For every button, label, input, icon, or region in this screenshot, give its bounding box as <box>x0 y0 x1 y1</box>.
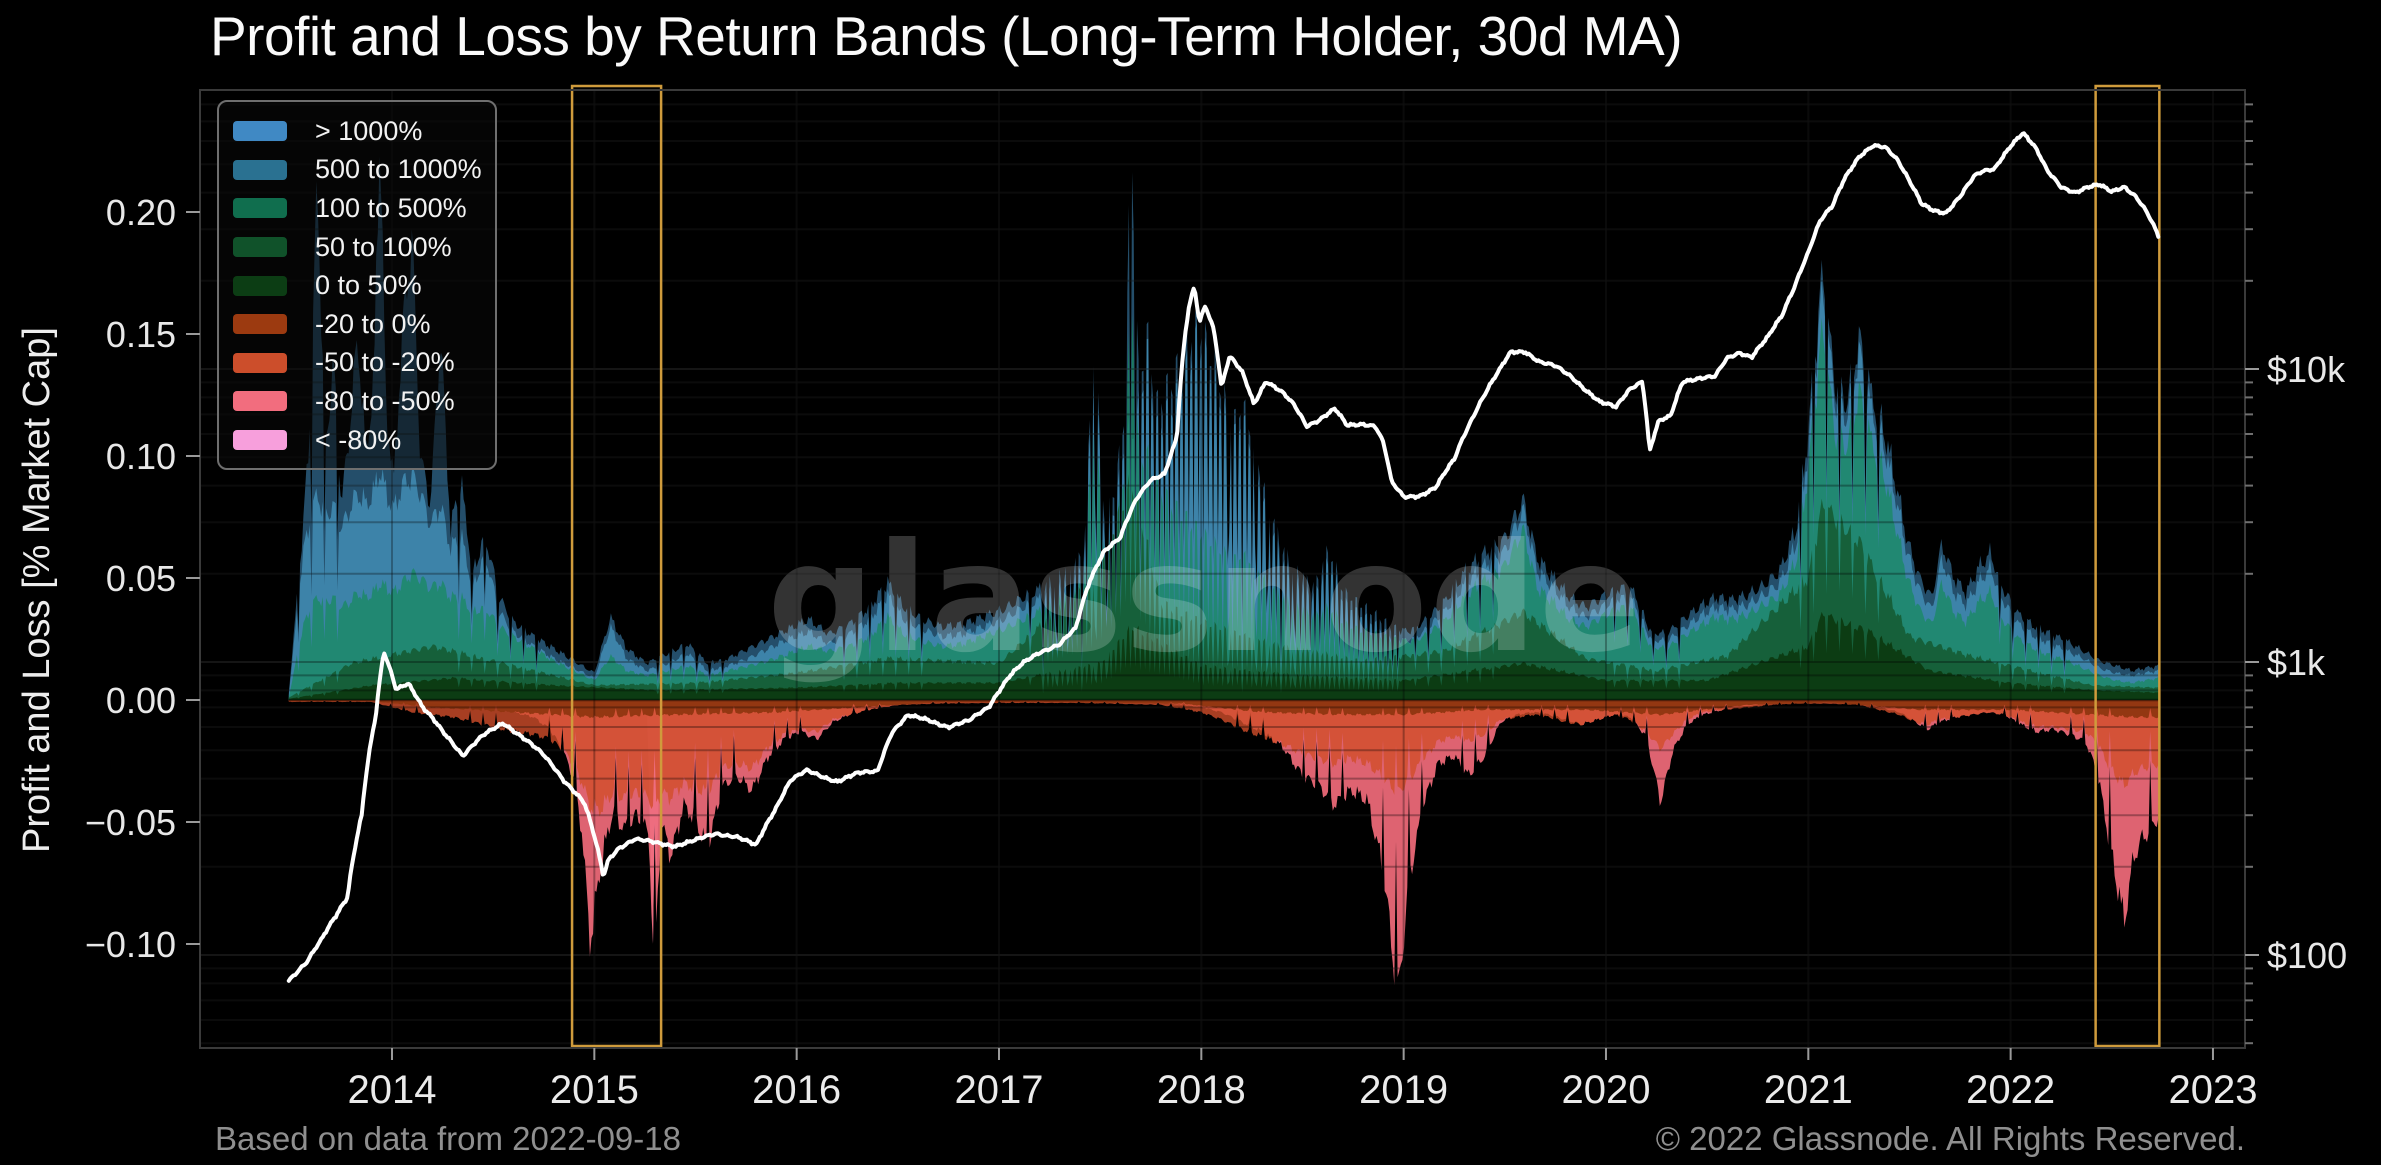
x-axis-label: 2014 <box>348 1068 437 1112</box>
legend-item-6[interactable]: -20 to 0% <box>233 305 495 344</box>
x-axis-label: 2017 <box>954 1068 1043 1112</box>
x-axis-label: 2019 <box>1359 1068 1448 1112</box>
left-axis-label: −0.10 <box>85 924 176 965</box>
legend-swatch <box>233 121 287 142</box>
x-axis-label: 2015 <box>550 1068 639 1112</box>
legend-swatch <box>233 237 287 258</box>
data-date-note: Based on data from 2022-09-18 <box>215 1120 681 1157</box>
legend-swatch <box>233 391 287 412</box>
copyright-note: © 2022 Glassnode. All Rights Reserved. <box>1655 1120 2245 1157</box>
left-axis-label: −0.05 <box>85 802 176 843</box>
legend-label: 500 to 1000% <box>315 154 482 185</box>
legend-swatch <box>233 198 287 219</box>
legend-label: < -80% <box>315 424 402 455</box>
x-axis-label: 2021 <box>1764 1068 1853 1112</box>
legend-label: -50 to -20% <box>315 347 455 378</box>
y-axis-title: Profit and Loss [% Market Cap] <box>16 327 58 853</box>
left-axis-label: 0.15 <box>106 314 176 355</box>
gridlines-under <box>200 90 2245 1048</box>
pnl-band-m20-0 <box>288 700 2160 719</box>
x-axis-label: 2022 <box>1966 1068 2055 1112</box>
highlight-box-2 <box>2094 84 2161 1048</box>
right-axis-label: $10k <box>2267 349 2346 390</box>
legend-item-1[interactable]: > 1000% <box>233 112 495 151</box>
legend-item-7[interactable]: -50 to -20% <box>233 344 495 383</box>
left-axis-label: 0.20 <box>106 192 176 233</box>
legend-label: -20 to 0% <box>315 308 431 339</box>
legend-item-8[interactable]: -80 to -50% <box>233 382 495 421</box>
right-axis-label: $1k <box>2267 642 2326 683</box>
legend-item-5[interactable]: 0 to 50% <box>233 266 495 305</box>
legend-item-4[interactable]: 50 to 100% <box>233 228 495 267</box>
price-line <box>286 131 2161 983</box>
plot-border <box>199 89 2246 1049</box>
left-axis-label: 0.05 <box>106 558 176 599</box>
pnl-band-50-100 <box>288 474 2160 700</box>
pnl-bands <box>288 156 2160 986</box>
legend-label: -80 to -50% <box>315 385 455 416</box>
legend-swatch <box>233 159 287 180</box>
legend-label: 0 to 50% <box>315 270 422 301</box>
legend-swatch <box>233 314 287 335</box>
legend-label: > 1000% <box>315 115 423 146</box>
legend-label: 50 to 100% <box>315 231 452 262</box>
pnl-band-gt1000 <box>288 156 2160 701</box>
legend-item-9[interactable]: < -80% <box>233 421 495 460</box>
highlight-box-1 <box>570 84 663 1048</box>
legend-swatch <box>233 430 287 451</box>
legend-item-3[interactable]: 100 to 500% <box>233 189 495 228</box>
right-axis-label: $100 <box>2267 935 2347 976</box>
x-axis-label: 2016 <box>752 1068 841 1112</box>
pnl-band-500-1000 <box>288 277 2160 700</box>
legend: > 1000% 500 to 1000% 100 to 500% 50 to 100%… <box>217 100 497 470</box>
x-axis-label: 2018 <box>1157 1068 1246 1112</box>
x-axis-label: 2020 <box>1561 1068 1650 1112</box>
pnl-band-m50-m20 <box>288 700 2160 817</box>
left-axis-label: 0.00 <box>106 680 176 721</box>
left-axis-label: 0.10 <box>106 436 176 477</box>
pnl-band-0-50 <box>288 611 2160 700</box>
pnl-band-m80-m50 <box>288 700 2160 986</box>
legend-item-2[interactable]: 500 to 1000% <box>233 151 495 190</box>
page-title: Profit and Loss by Return Bands (Long-Te… <box>210 5 1683 67</box>
legend-swatch <box>233 275 287 296</box>
glassnode-watermark: glassnode <box>767 512 1643 686</box>
legend-label: 100 to 500% <box>315 192 467 223</box>
legend-swatch <box>233 352 287 373</box>
x-axis-label: 2023 <box>2168 1068 2257 1112</box>
